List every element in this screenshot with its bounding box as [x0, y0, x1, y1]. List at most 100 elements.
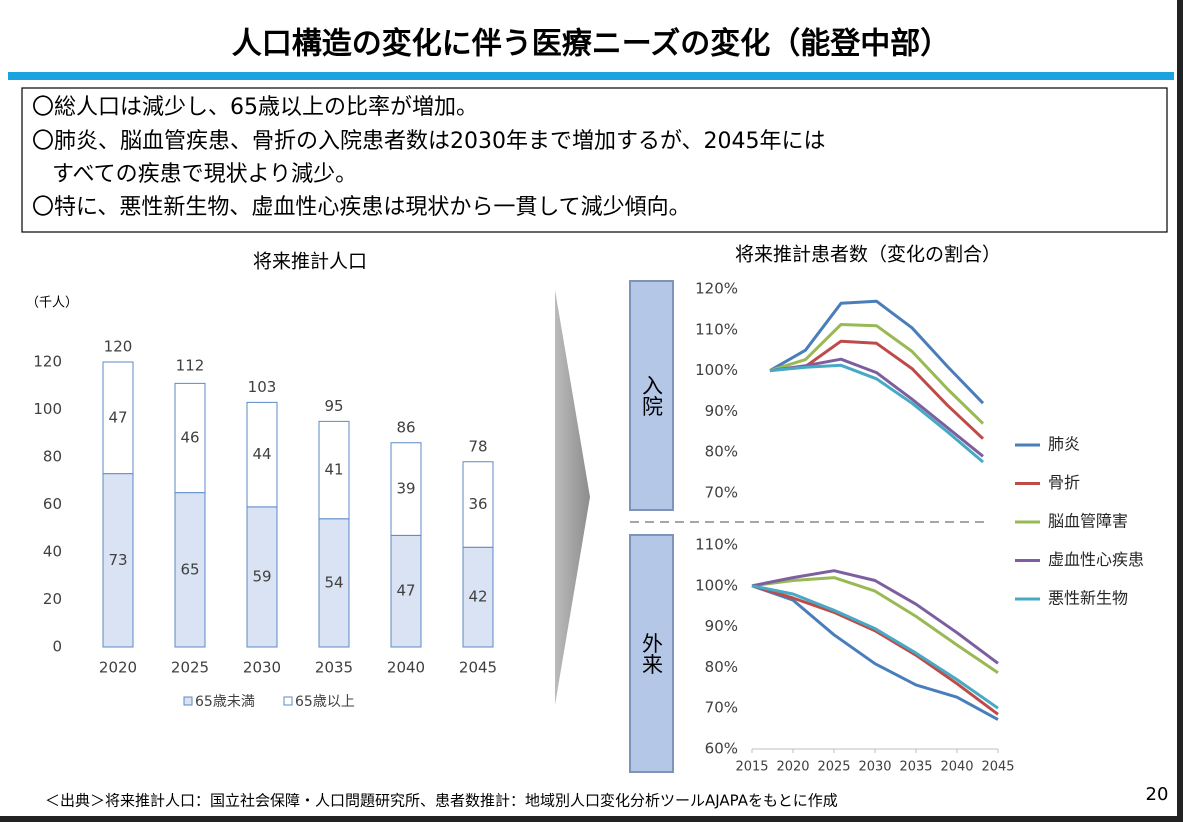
x-tick-label: 2020: [99, 659, 137, 677]
x-tick-label: 2040: [387, 659, 425, 677]
total-label: 86: [396, 418, 415, 436]
legend-label: 悪性新生物: [1048, 589, 1128, 608]
legend-swatch: [183, 696, 193, 706]
bar-segment: [390, 442, 422, 536]
line-series: [751, 569, 999, 665]
bar-segment: [462, 546, 494, 648]
bar-value-label: 73: [108, 551, 127, 569]
total-label: 120: [104, 338, 133, 356]
y-tick-label: 90%: [705, 402, 738, 420]
x-tick-label: 2040: [940, 760, 973, 775]
bar-segment: [318, 518, 350, 648]
x-tick-label: 2035: [899, 760, 932, 775]
total-label: 103: [248, 378, 277, 396]
legend-label: 虚血性心疾患: [1048, 550, 1144, 569]
slide-title: 人口構造の変化に伴う医療ニーズの変化（能登中部）: [232, 27, 951, 62]
total-label: 95: [324, 397, 343, 415]
y-tick-label: 100: [33, 400, 62, 418]
bar-segment: [102, 361, 134, 475]
bar-value-label: 42: [468, 588, 487, 606]
legend-swatch: [283, 696, 293, 706]
chart-title: 将来推計患者数（変化の割合）: [735, 244, 1001, 266]
x-tick-label: 2025: [171, 659, 209, 677]
bar-value-label: 39: [396, 480, 415, 498]
x-tick-label: 2015: [735, 760, 768, 775]
chart-title: 将来推計人口: [253, 251, 367, 273]
y-tick-label: 70%: [705, 484, 738, 502]
bar-segment: [174, 382, 206, 494]
line-series: [769, 363, 984, 464]
line-series: [769, 357, 984, 458]
legend-label: 肺炎: [1048, 435, 1080, 454]
unit-label: （千人）: [26, 296, 78, 311]
y-tick-label: 0: [52, 638, 62, 656]
bar-segment: [246, 401, 278, 508]
x-tick-label: 2025: [817, 760, 850, 775]
title-rule: [8, 72, 1174, 80]
bar-value-label: 54: [324, 573, 343, 591]
y-tick-label: 60%: [705, 740, 738, 758]
y-tick-label: 70%: [705, 699, 738, 717]
y-tick-label: 60: [43, 495, 62, 513]
bullet: 〇特に、悪性新生物、虚血性心疾患は現状から一貫して減少傾向。: [32, 195, 691, 220]
bullet: 〇総人口は減少し、65歳以上の比率が増加。: [32, 95, 478, 120]
line-series: [751, 576, 999, 674]
line-series: [751, 584, 999, 716]
y-tick-label: 110%: [695, 320, 738, 338]
bar-value-label: 44: [252, 445, 271, 463]
line-series: [769, 323, 985, 425]
x-tick-label: 2045: [459, 659, 497, 677]
legend-label: 65歳以上: [295, 694, 355, 710]
legend-label: 65歳未満: [195, 694, 255, 710]
x-tick-label: 2030: [858, 760, 891, 775]
panel-label: 外来: [640, 633, 664, 675]
line-series: [751, 584, 999, 721]
x-tick-label: 2020: [776, 760, 809, 775]
bar-value-label: 41: [324, 461, 343, 479]
y-tick-label: 20: [43, 590, 62, 608]
bar-segment: [390, 534, 422, 648]
bar-segment: [102, 473, 134, 648]
x-tick-label: 2045: [981, 760, 1014, 775]
bar-value-label: 65: [180, 560, 199, 578]
y-tick-label: 80%: [705, 658, 738, 676]
legend-label: 骨折: [1048, 473, 1080, 492]
total-label: 78: [468, 437, 487, 455]
y-tick-label: 80%: [705, 443, 738, 461]
bar-value-label: 46: [180, 429, 199, 447]
bar-value-label: 47: [108, 408, 127, 426]
frame-edge: [1177, 0, 1183, 822]
y-tick-label: 100%: [695, 361, 738, 379]
line-series: [769, 299, 985, 405]
bullet: 〇肺炎、脳血管疾患、骨折の入院患者数は2030年まで増加するが、2045年には: [32, 129, 826, 154]
y-tick-label: 110%: [695, 536, 738, 554]
bar-segment: [318, 420, 350, 520]
source-note: ＜出典＞将来推計人口：国立社会保障・人口問題研究所、患者数推計：地域別人口変化分…: [45, 792, 838, 810]
arrow: [555, 290, 590, 705]
panel-label: 入院: [640, 375, 664, 417]
y-tick-label: 80: [43, 448, 62, 466]
x-tick-label: 2030: [243, 659, 281, 677]
legend-label: 脳血管障害: [1048, 512, 1128, 531]
total-label: 112: [176, 357, 205, 375]
bar-segment: [462, 461, 494, 548]
bar-value-label: 47: [396, 582, 415, 600]
y-tick-label: 100%: [695, 576, 738, 594]
line-series: [751, 584, 999, 710]
panel-label-box: [629, 534, 674, 773]
frame-edge: [0, 816, 1183, 822]
page-number: 20: [1146, 784, 1169, 805]
y-tick-label: 90%: [705, 617, 738, 635]
bar-segment: [174, 492, 206, 648]
y-tick-label: 120%: [695, 280, 738, 298]
bar-value-label: 36: [468, 495, 487, 513]
y-tick-label: 40: [43, 543, 62, 561]
bullet: すべての疾患で現状より減少。: [52, 162, 357, 187]
panel-label-box: [629, 280, 674, 511]
y-tick-label: 120: [33, 353, 62, 371]
bar-value-label: 59: [252, 567, 271, 585]
summary-box: [21, 87, 1168, 233]
x-tick-label: 2035: [315, 659, 353, 677]
